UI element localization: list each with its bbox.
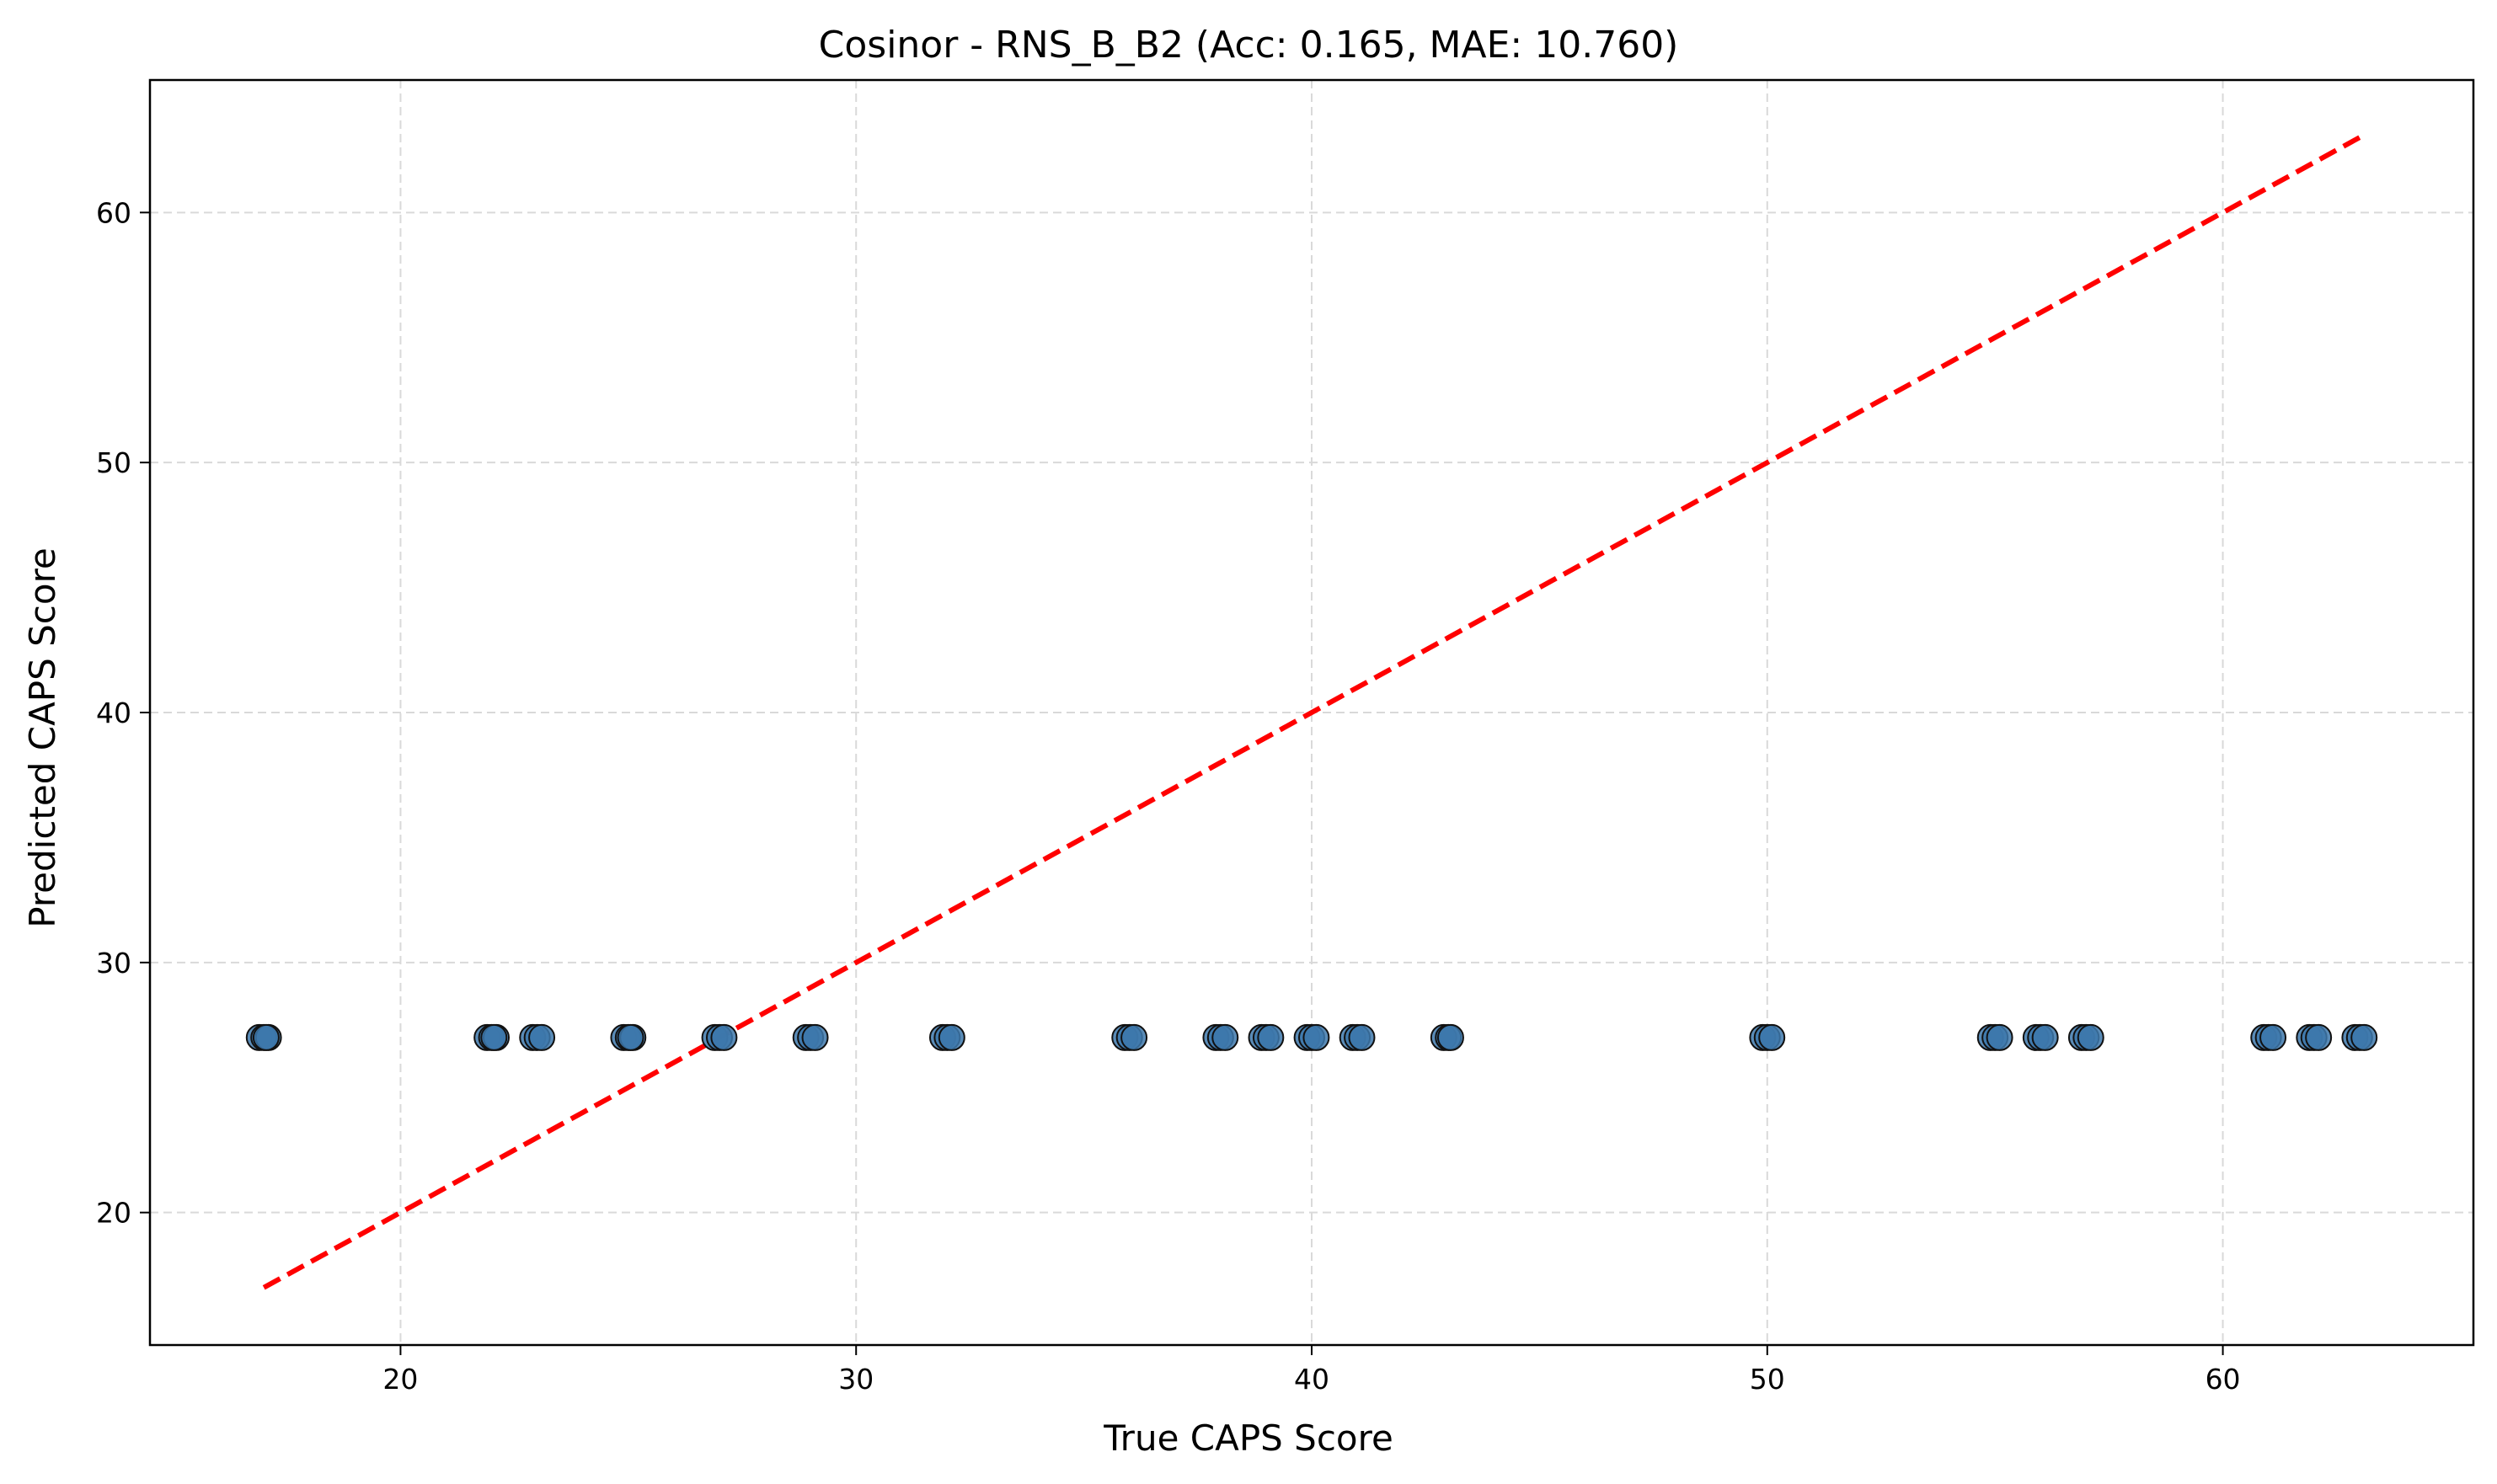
data-point [2259,1023,2287,1051]
data-point [252,1023,280,1051]
x-axis-ticks: 20 30 40 50 60 [382,1345,2241,1396]
y-axis-ticks: 20 30 40 50 60 [96,196,150,1230]
x-axis-label: True CAPS Score [1103,1417,1393,1459]
x-tick-label: 30 [838,1363,874,1396]
data-point [2305,1023,2333,1051]
data-point [480,1023,508,1051]
data-point [1348,1023,1376,1051]
chart-title: Cosinor - RNS_B_B2 (Acc: 0.165, MAE: 10.… [819,24,1679,67]
x-tick-label: 60 [2206,1363,2241,1396]
data-point [528,1023,556,1051]
x-tick-label: 50 [1750,1363,1785,1396]
x-tick-label: 40 [1294,1363,1329,1396]
data-point [1257,1023,1285,1051]
x-tick-label: 20 [382,1363,418,1396]
y-axis-label: Predicted CAPS Score [22,547,63,928]
data-point [1986,1023,2013,1051]
reference-line [262,135,2361,1290]
y-tick-label: 50 [96,446,131,479]
data-point [1302,1023,1330,1051]
data-points [245,1023,2378,1051]
data-point [1758,1023,1786,1051]
data-point [2031,1023,2059,1051]
y-tick-label: 20 [96,1197,131,1230]
data-point [938,1023,965,1051]
y-tick-label: 60 [96,196,131,229]
data-point [617,1023,644,1051]
data-point [2077,1023,2104,1051]
data-point [1211,1023,1239,1051]
data-point [710,1023,738,1051]
data-point [801,1023,829,1051]
reference-line-group [262,135,2361,1290]
data-point [1436,1023,1464,1051]
data-point [1120,1023,1148,1051]
y-tick-label: 30 [96,947,131,980]
data-point [2350,1023,2378,1051]
y-tick-label: 40 [96,697,131,729]
